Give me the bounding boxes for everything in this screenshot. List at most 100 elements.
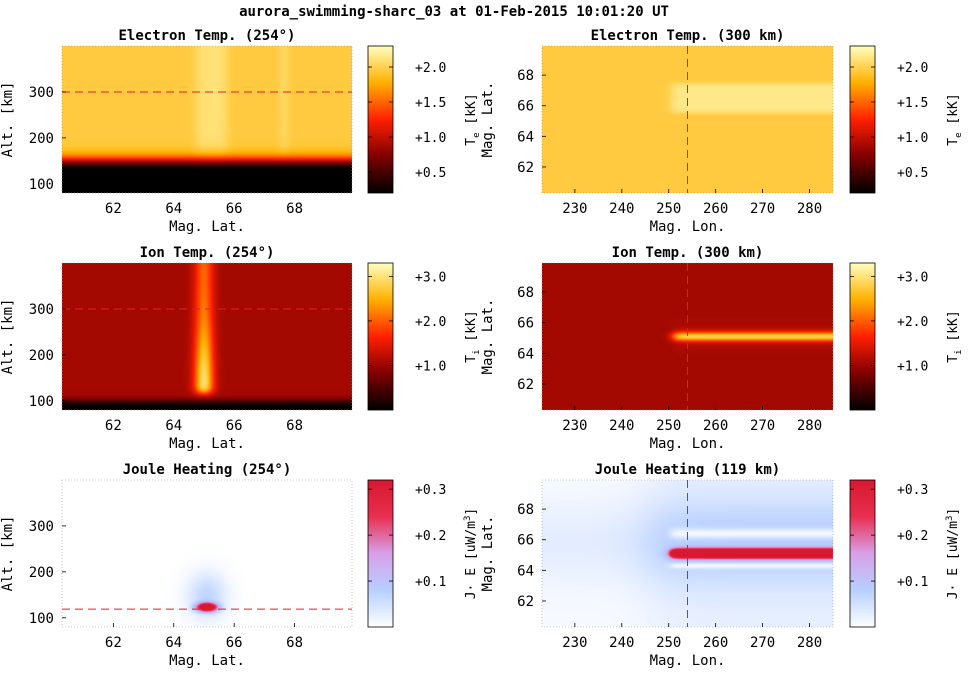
y-axis-label: Alt. [km] bbox=[0, 82, 16, 158]
y-tick-label: 64 bbox=[517, 563, 534, 579]
x-tick-label: 240 bbox=[609, 635, 634, 651]
x-axis-label: Mag. Lon. bbox=[650, 219, 726, 235]
y-axis-label: Mag. Lat. bbox=[480, 516, 496, 592]
y-tick-label: 62 bbox=[517, 160, 534, 176]
x-tick-label: 68 bbox=[286, 635, 303, 651]
x-tick-label: 66 bbox=[226, 635, 243, 651]
chart-panel-te_alt: Electron Temp. (254°) 62 64 66 68 100 200 300 Ma… bbox=[0, 28, 482, 235]
x-tick-label: 230 bbox=[562, 418, 587, 434]
y-axis-label: Alt. [km] bbox=[0, 299, 16, 375]
x-axis-label: Mag. Lon. bbox=[650, 653, 726, 669]
colorbar-tick-label: +2.0 bbox=[897, 61, 928, 76]
heatmap-image bbox=[62, 46, 352, 193]
y-tick-label: 200 bbox=[29, 565, 54, 581]
x-tick-label: 260 bbox=[703, 418, 728, 434]
y-tick-label: 200 bbox=[29, 348, 54, 364]
colorbar-label: Ti [kK] bbox=[464, 310, 482, 362]
x-axis-label: Mag. Lat. bbox=[169, 653, 245, 669]
x-tick-label: 280 bbox=[797, 635, 822, 651]
x-tick-label: 250 bbox=[656, 418, 681, 434]
colorbar bbox=[368, 46, 393, 193]
colorbar-border bbox=[849, 45, 876, 194]
y-axis-label: Mag. Lat. bbox=[480, 82, 496, 158]
colorbar bbox=[368, 263, 393, 410]
colorbar bbox=[368, 480, 393, 627]
x-tick-label: 64 bbox=[165, 201, 182, 217]
colorbar-tick-label: +3.0 bbox=[415, 270, 446, 285]
panel-title: Ion Temp. (300 km) bbox=[612, 245, 764, 261]
y-tick-label: 64 bbox=[517, 129, 534, 145]
y-tick-label: 300 bbox=[29, 85, 54, 101]
colorbar-label: Ti [kK] bbox=[946, 310, 964, 362]
chart-panel-te_map: Electron Temp. (300 km) 230 240 250 260 270 28… bbox=[480, 28, 964, 235]
colorbar-tick-label: +1.0 bbox=[415, 359, 446, 374]
heatmap-image bbox=[62, 480, 352, 627]
colorbar-tick-label: +0.2 bbox=[897, 529, 928, 544]
colorbar-border bbox=[367, 479, 394, 628]
x-tick-label: 230 bbox=[562, 635, 587, 651]
chart-panel-je_map: Joule Heating (119 km) 230 240 250 260 270 280… bbox=[480, 462, 961, 669]
y-tick-label: 62 bbox=[517, 594, 534, 610]
colorbar-tick-label: +1.0 bbox=[897, 359, 928, 374]
colorbar bbox=[850, 263, 875, 410]
colorbar-border bbox=[849, 262, 876, 411]
x-tick-label: 64 bbox=[165, 418, 182, 434]
x-tick-label: 62 bbox=[105, 418, 122, 434]
x-tick-label: 62 bbox=[105, 201, 122, 217]
x-tick-label: 280 bbox=[797, 418, 822, 434]
panel-title: Electron Temp. (300 km) bbox=[591, 28, 785, 44]
y-tick-label: 68 bbox=[517, 68, 534, 84]
colorbar-tick-label: +2.0 bbox=[415, 61, 446, 76]
colorbar-tick-label: +0.1 bbox=[415, 575, 446, 590]
x-tick-label: 270 bbox=[750, 418, 775, 434]
y-axis-label: Mag. Lat. bbox=[480, 299, 496, 375]
chart-panel-ti_map: Ion Temp. (300 km) 230 240 250 260 270 280 62 64… bbox=[480, 245, 964, 452]
colorbar-border bbox=[367, 45, 394, 194]
colorbar-tick-label: +0.5 bbox=[897, 166, 928, 181]
x-tick-label: 68 bbox=[286, 418, 303, 434]
y-tick-label: 66 bbox=[517, 533, 534, 549]
colorbar-border bbox=[367, 262, 394, 411]
x-tick-label: 66 bbox=[226, 418, 243, 434]
colorbar-tick-label: +2.0 bbox=[897, 315, 928, 330]
colorbar-tick-label: +1.5 bbox=[415, 96, 446, 111]
x-tick-label: 66 bbox=[226, 201, 243, 217]
y-tick-label: 300 bbox=[29, 519, 54, 535]
colorbar bbox=[850, 480, 875, 627]
y-axis-label: Alt. [km] bbox=[0, 516, 16, 592]
y-tick-label: 100 bbox=[29, 611, 54, 627]
colorbar-tick-label: +0.3 bbox=[897, 483, 928, 498]
y-tick-label: 100 bbox=[29, 177, 54, 193]
x-axis-label: Mag. Lat. bbox=[169, 436, 245, 452]
y-tick-label: 66 bbox=[517, 316, 534, 332]
chart-panel-je_alt: Joule Heating (254°) 62 64 66 68 100 200 300 Mag… bbox=[0, 462, 479, 669]
panel-title: Electron Temp. (254°) bbox=[118, 28, 295, 44]
y-tick-label: 68 bbox=[517, 285, 534, 301]
colorbar-tick-label: +0.1 bbox=[897, 575, 928, 590]
colorbar-label: J· E [uW/m3] bbox=[463, 508, 479, 600]
x-tick-label: 240 bbox=[609, 201, 634, 217]
x-tick-label: 280 bbox=[797, 201, 822, 217]
x-tick-label: 62 bbox=[105, 635, 122, 651]
y-tick-label: 68 bbox=[517, 502, 534, 518]
y-tick-label: 62 bbox=[517, 377, 534, 393]
x-tick-label: 230 bbox=[562, 201, 587, 217]
x-axis-label: Mag. Lon. bbox=[650, 436, 726, 452]
colorbar-tick-label: +1.5 bbox=[897, 96, 928, 111]
x-tick-label: 260 bbox=[703, 635, 728, 651]
panel-title: Joule Heating (119 km) bbox=[595, 462, 780, 478]
colorbar-label: Te [kK] bbox=[464, 93, 482, 145]
x-tick-label: 250 bbox=[656, 201, 681, 217]
panel-title: Ion Temp. (254°) bbox=[140, 245, 275, 261]
colorbar-tick-label: +3.0 bbox=[897, 270, 928, 285]
x-tick-label: 240 bbox=[609, 418, 634, 434]
colorbar-tick-label: +0.3 bbox=[415, 483, 446, 498]
plot-border bbox=[61, 262, 353, 411]
plot-border bbox=[61, 479, 353, 628]
y-tick-label: 100 bbox=[29, 394, 54, 410]
colorbar-tick-label: +1.0 bbox=[415, 131, 446, 146]
x-tick-label: 270 bbox=[750, 635, 775, 651]
figure-title: aurora_swimming-sharc_03 at 01-Feb-2015 … bbox=[239, 4, 669, 20]
x-axis-label: Mag. Lat. bbox=[169, 219, 245, 235]
